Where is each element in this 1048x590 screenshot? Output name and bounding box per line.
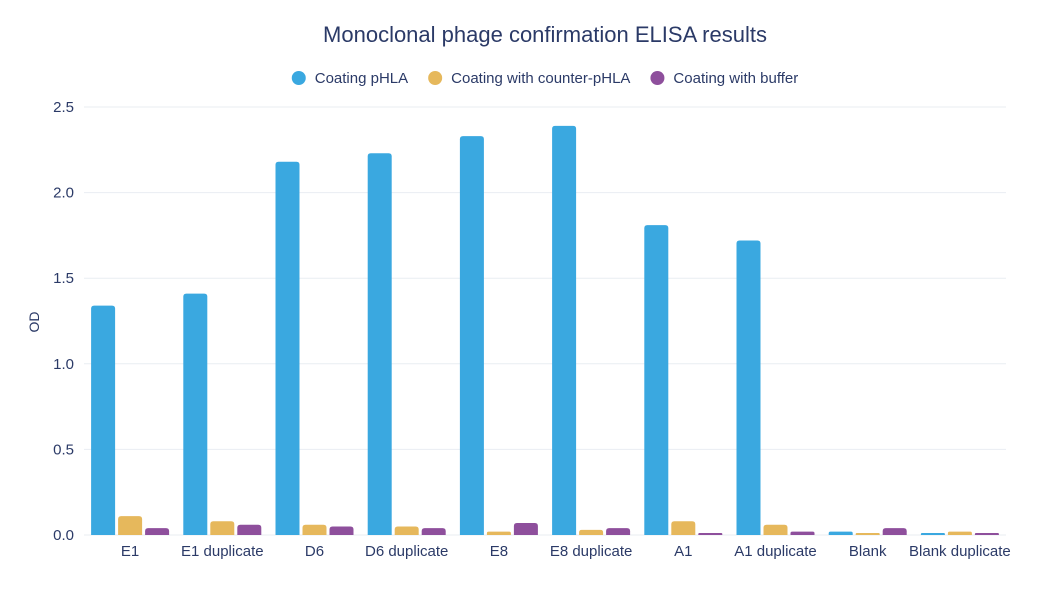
bar <box>367 153 392 535</box>
chart-title: Monoclonal phage confirmation ELISA resu… <box>323 22 767 47</box>
y-tick-label: 2.5 <box>53 99 74 116</box>
bar <box>736 240 761 535</box>
bar <box>118 516 143 535</box>
bar <box>947 531 972 535</box>
legend-label: Coating with buffer <box>673 70 798 87</box>
x-tick-label: Blank duplicate <box>909 543 1011 560</box>
bar <box>329 526 354 535</box>
bar <box>91 305 116 535</box>
x-axis-ticks: E1 E1 duplicate D6 D6 duplicate E8 E8 duplica… <box>121 543 1011 560</box>
bar <box>644 225 669 536</box>
x-tick-label: E1 duplicate <box>181 543 264 560</box>
x-tick-label: D6 <box>305 543 324 560</box>
bar <box>183 293 208 535</box>
y-tick-label: 1.0 <box>53 356 74 373</box>
bar <box>828 531 853 535</box>
legend-item: Coating with counter-pHLA <box>428 70 630 87</box>
bar <box>459 136 484 535</box>
bar <box>394 526 419 535</box>
y-axis-ticks: 0.0 0.5 1.0 1.5 2.0 2.5 <box>53 99 74 544</box>
bar <box>579 529 604 535</box>
bar <box>421 528 446 535</box>
legend-item: Coating with buffer <box>650 70 798 87</box>
y-tick-label: 2.0 <box>53 185 74 202</box>
x-tick-label: E8 <box>490 543 508 560</box>
legend-item: Coating pHLA <box>291 70 408 87</box>
bar <box>763 524 788 535</box>
bar <box>698 533 723 535</box>
legend-marker-icon <box>291 71 306 85</box>
bar <box>486 531 511 535</box>
bar <box>882 528 907 535</box>
legend: Coating pHLA Coating with counter-pHLA Coa… <box>291 70 798 87</box>
bar <box>606 528 631 535</box>
legend-marker-icon <box>650 71 665 85</box>
y-tick-label: 1.5 <box>53 270 74 287</box>
bar <box>145 528 170 535</box>
y-axis-label: OD <box>26 312 42 333</box>
legend-marker-icon <box>428 71 443 85</box>
x-tick-label: D6 duplicate <box>365 543 448 560</box>
bar <box>210 521 235 535</box>
bar <box>790 531 815 535</box>
x-tick-label: A1 duplicate <box>734 543 817 560</box>
legend-label: Coating with counter-pHLA <box>451 70 630 87</box>
gridlines <box>84 106 1006 536</box>
y-tick-label: 0.5 <box>53 441 74 458</box>
bar <box>552 125 577 535</box>
x-tick-label: E1 <box>121 543 139 560</box>
bars <box>91 125 999 536</box>
x-tick-label: Blank <box>849 543 887 560</box>
bar <box>974 533 999 535</box>
x-tick-label: A1 <box>674 543 692 560</box>
bar <box>513 523 538 535</box>
bar <box>237 524 262 535</box>
bar <box>920 533 945 535</box>
x-tick-label: E8 duplicate <box>550 543 633 560</box>
bar <box>671 521 696 535</box>
y-tick-label: 0.0 <box>53 527 74 544</box>
legend-label: Coating pHLA <box>315 70 408 87</box>
bar <box>302 524 327 535</box>
bar <box>275 161 300 535</box>
bar <box>855 533 880 535</box>
